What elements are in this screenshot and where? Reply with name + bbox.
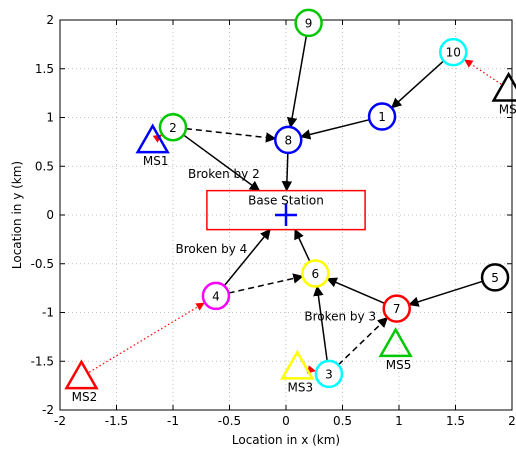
relay-node-label: 10 [446,46,461,60]
relay-node-8 [274,125,303,155]
relay-node-3 [314,359,344,389]
base-station-label: Base Station [248,194,324,208]
link-2-to-BS [183,134,261,192]
annotation-label: Broken by 3 [304,309,376,323]
relay-node-label: 3 [325,367,333,381]
mobile-station-ms5 [378,327,413,358]
x-tick-label: -2 [54,414,66,428]
relay-node-6 [301,259,330,288]
x-tick-label: 1.5 [446,414,465,428]
mobile-stations: MS1 MS2 MS3 MS4 MS5 [64,71,516,404]
y-tick-label: -1.5 [31,354,54,368]
x-tick-label: -1.5 [105,414,128,428]
mobile-station-label: MS1 [143,154,169,168]
access-link-ms3 [305,365,317,374]
relay-node-label: 8 [284,133,292,147]
relay-node-1 [367,102,397,131]
link-1-to-8 [299,118,370,140]
mobile-station-label: MS5 [386,358,412,372]
mobile-station-ms2 [64,359,99,390]
x-tick-label: 0 [282,414,290,428]
y-tick-label: 1 [46,111,54,125]
link-9-to-8 [286,35,308,129]
link-4-to-BS [223,228,271,287]
relay-node-4 [201,281,231,311]
annotation-label: Broken by 2 [188,167,260,181]
relay-node-label: 1 [378,110,386,124]
relay-node-7 [382,294,411,323]
relay-node-label: 7 [393,302,401,316]
relay-node-label: 6 [312,267,320,281]
link-10-to-1 [390,60,445,109]
access-link-ms4 [464,59,502,85]
mobile-station-ms1 [135,123,170,154]
relay-node-10 [438,37,468,67]
mobile-station-label: MS2 [72,390,98,404]
base-station-box [206,189,366,231]
link-3-to-7 [337,316,389,366]
relay-nodes: 1 2 3 4 5 6 7 8 9 10 [158,8,510,389]
relay-node-label: 5 [491,271,499,285]
y-axis-label: Location in y (km) [10,161,24,269]
y-tick-label: 0 [46,208,54,222]
x-tick-label: -1 [167,414,179,428]
relay-node-5 [480,263,510,292]
relay-links [183,35,483,366]
x-tick-label: -0.5 [218,414,241,428]
x-tick-label: 0.5 [333,414,352,428]
x-axis-label: Location in x (km) [232,433,340,447]
link-2-to-8 [185,127,277,143]
y-tick-label: 2 [46,13,54,27]
mobile-station-label: MS4 [499,102,516,116]
relay-node-label: 4 [212,289,220,303]
mobile-station-ms3 [280,349,315,380]
link-3-to-6 [313,285,328,362]
link-5-to-7 [408,280,483,307]
y-tick-label: 0.5 [35,159,54,173]
y-tick-label: 1.5 [35,62,54,76]
grid-lines [60,20,512,410]
link-4-to-6 [228,273,304,294]
axis-ticks: -2 -1.5 -1 -0.5 0 0.5 1 1.5 2 -2 -1.5 -1 -0.5 0 0.5 1 1.… [31,13,516,428]
relay-node-2 [158,113,188,142]
relay-node-label: 9 [305,16,313,30]
mobile-station-ms4 [491,71,516,102]
relay-node-9 [294,8,323,38]
annotation-label: Broken by 4 [176,242,248,256]
base-station: Base Station [206,189,366,231]
y-tick-label: -1 [42,306,54,320]
mobile-station-label: MS3 [287,380,313,394]
x-tick-label: 2 [508,414,516,428]
x-tick-label: 1 [395,414,403,428]
link-6-to-BS [294,228,311,263]
link-8-to-BS [281,152,293,192]
relay-node-label: 2 [169,121,177,135]
y-tick-label: -2 [42,403,54,417]
annotations: Broken by 2 Broken by 4 Broken by 3 [176,167,377,323]
link-7-to-6 [326,277,386,305]
y-tick-label: -0.5 [31,257,54,271]
